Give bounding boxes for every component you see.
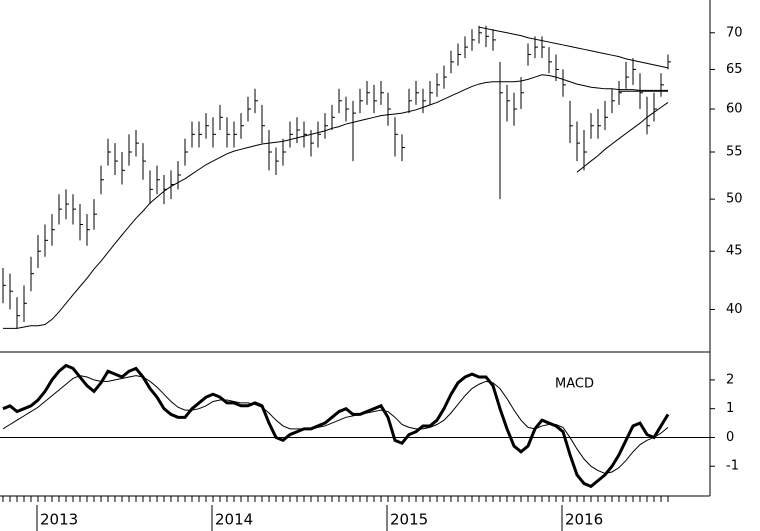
y-tick-label: 55 [726, 145, 743, 160]
y-tick-label: -1 [726, 459, 739, 474]
x-tick-label: 2015 [390, 511, 428, 529]
y-tick-label: 60 [726, 101, 743, 116]
y-tick-label: 2 [726, 372, 734, 387]
x-tick-label: 2016 [565, 511, 603, 529]
y-tick-label: 65 [726, 62, 743, 77]
signal-line [2, 375, 669, 474]
moving-average [3, 74, 668, 329]
y-tick-label: 0 [726, 430, 734, 445]
y-tick-label: 40 [726, 302, 743, 317]
trendline [576, 102, 669, 173]
macd-line [2, 363, 670, 489]
y-tick-label: 45 [726, 244, 743, 259]
y-tick-label: 70 [726, 25, 743, 40]
indicator-label: MACD [555, 377, 594, 392]
y-tick-label: 1 [726, 401, 734, 416]
trendline [478, 26, 669, 69]
y-tick-label: 50 [726, 192, 743, 207]
x-tick-label: 2013 [40, 511, 78, 529]
x-tick-label: 2014 [215, 511, 253, 529]
